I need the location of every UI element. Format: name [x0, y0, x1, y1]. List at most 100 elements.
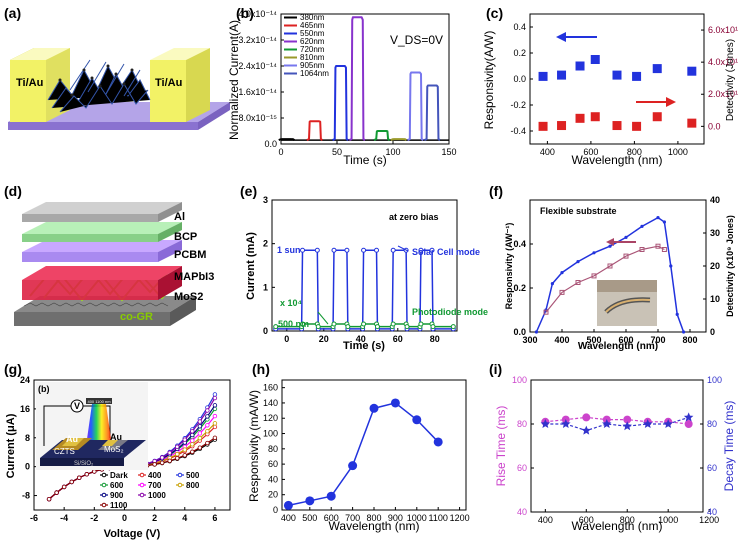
chart-g-legend-marker	[101, 502, 107, 508]
chart-g-point-800	[175, 451, 180, 457]
chart-c-point-detectivity	[575, 113, 585, 123]
chart-b-ytick: 3.2x10⁻¹⁴	[238, 35, 277, 45]
chart-b-ylabel: Normalized Current(A)	[227, 20, 241, 140]
chart-h-xtick: 500	[302, 513, 317, 523]
chart-h-point	[348, 461, 358, 471]
chart-c-y2tick: 0.0	[708, 121, 721, 131]
chart-f-inset-photo	[597, 280, 657, 326]
chart-g-inset-au-left: Au	[66, 434, 78, 444]
chart-f-point-responsivity	[675, 312, 679, 316]
chart-c-point-responsivity	[538, 71, 548, 81]
layer-label-pcbm: PCBM	[174, 249, 206, 261]
chart-c-point-detectivity	[590, 112, 600, 122]
chart-g-xtick: 0	[122, 513, 127, 523]
chart-e-point-solar	[361, 247, 367, 253]
chart-g-frame	[33, 379, 231, 511]
chart-b-xtick: 150	[441, 147, 456, 157]
chart-b-ytick: 2.4x10⁻¹⁴	[238, 61, 277, 71]
chart-e-point-photodiode	[390, 321, 396, 327]
chart-i-point-decay	[643, 419, 653, 428]
chart-e-ytick: 0	[263, 326, 268, 336]
chart-h-point	[283, 500, 293, 510]
chart-i-point-decay	[683, 412, 694, 422]
chart-g-legend-label: Dark	[110, 471, 128, 480]
chart-h-ytick: 20	[268, 490, 278, 500]
chart-b-photocurrent: 0 50 100 150 0.0 8.0x10⁻¹⁵ 1.6x10⁻¹⁴ 2.4…	[227, 9, 457, 167]
chart-g-point-1100	[69, 479, 74, 485]
chart-f-point-detectivity	[559, 289, 565, 295]
chart-f-point-responsivity	[592, 251, 596, 255]
chart-b-legend-label: 1064nm	[300, 69, 329, 78]
chart-g-point-1100	[159, 460, 165, 466]
chart-g-ytick: 16	[20, 404, 30, 414]
chart-i-point-decay	[540, 419, 551, 428]
chart-g-point-1100	[205, 440, 210, 446]
chart-f-ytick: 0.0	[513, 327, 526, 337]
chart-e-ytick: 3	[263, 195, 268, 205]
chart-i-ytick: 100	[512, 375, 527, 385]
chart-g-inset-czts: CZTS	[54, 447, 75, 456]
chart-f-y2tick: 0	[710, 327, 715, 337]
chart-c-ylabel: Responsivity(A/W)	[482, 31, 496, 130]
chart-b-series-620nm	[348, 16, 366, 142]
chart-i-point-decay	[581, 425, 591, 435]
chart-g-point-1100	[197, 445, 203, 450]
chart-f-point-responsivity	[624, 235, 628, 239]
chart-i-y2label: Decay Time (ms)	[722, 401, 736, 492]
chart-g-xtick: 6	[212, 513, 217, 523]
chart-g-inset-substrate: Si/SiO₂	[74, 461, 94, 467]
chart-i-point-rise	[582, 413, 591, 422]
chart-e-point-photodiode	[404, 324, 410, 330]
chart-h-ytick: 40	[268, 474, 278, 484]
chart-g-point-1100	[152, 462, 157, 467]
chart-c-y2tick: 6.0x10¹²	[708, 25, 738, 35]
layer-label-mos2: MoS2	[174, 291, 203, 303]
chart-c-xtick: 800	[627, 147, 642, 157]
chart-b-series-905nm	[407, 71, 424, 142]
chart-g-legend-marker	[177, 482, 183, 488]
chart-h-ylabel: Responsivity (mA/W)	[247, 390, 261, 502]
chart-g-ytick: 8	[25, 433, 30, 443]
chart-f-point-responsivity	[576, 260, 580, 264]
chart-g-point-900	[205, 414, 210, 419]
chart-g-xtick: 2	[152, 513, 157, 523]
chart-g-legend-marker	[139, 492, 145, 498]
chart-g-legend-label: 600	[110, 481, 124, 490]
chart-c-point-responsivity	[632, 71, 642, 81]
chart-g-point-1100	[61, 484, 67, 490]
chart-i-ytick: 80	[517, 419, 527, 429]
chart-b-legend-label: 720nm	[300, 45, 325, 54]
chart-g-point-800	[182, 447, 187, 452]
chart-b-xtick: 0	[278, 147, 283, 157]
contact-label-right: Ti/Au	[155, 77, 182, 89]
chart-h-point	[390, 398, 400, 408]
chart-g-point-400	[212, 424, 218, 430]
chart-g-legend-label: 500	[186, 471, 200, 480]
chart-b-series-810nm	[390, 138, 407, 142]
chart-c-ytick: 0.4	[513, 22, 526, 32]
chart-g-xlabel: Voltage (V)	[104, 528, 161, 540]
chart-i-series-rise	[545, 416, 689, 425]
chart-f-point-responsivity	[669, 264, 673, 268]
chart-f-point-detectivity	[543, 309, 549, 315]
chart-b-xtick: 50	[332, 147, 342, 157]
chart-c-y2tick: 4.0x10¹²	[708, 57, 738, 67]
chart-g-point-1100	[54, 490, 59, 495]
chart-b-legend-label: 620nm	[300, 37, 325, 46]
chart-f-y2tick: 30	[710, 228, 720, 238]
chart-g-inset-voltmeter: V	[74, 401, 80, 411]
chart-f-point-detectivity	[655, 243, 661, 249]
chart-f-xtick: 300	[522, 335, 537, 345]
chart-g-point-1100	[92, 469, 97, 474]
chart-e-ytick: 2	[263, 239, 268, 249]
chart-b-series-465nm	[306, 120, 323, 142]
chart-c-ytick: -0.4	[510, 126, 526, 136]
chart-f-point-detectivity	[591, 273, 597, 279]
chart-h-point	[412, 415, 422, 425]
chart-e-point-photodiode	[345, 324, 351, 330]
chart-g-point-1100	[182, 453, 187, 458]
chart-f-flexible-responsivity: 300 400 500 600 700 800 0.0 0.2 0.4 0 10…	[504, 195, 735, 352]
chart-g-xtick: -4	[60, 513, 68, 523]
chart-e-ylabel: Current (mA)	[245, 232, 257, 300]
chart-h-ytick: 100	[263, 429, 278, 439]
